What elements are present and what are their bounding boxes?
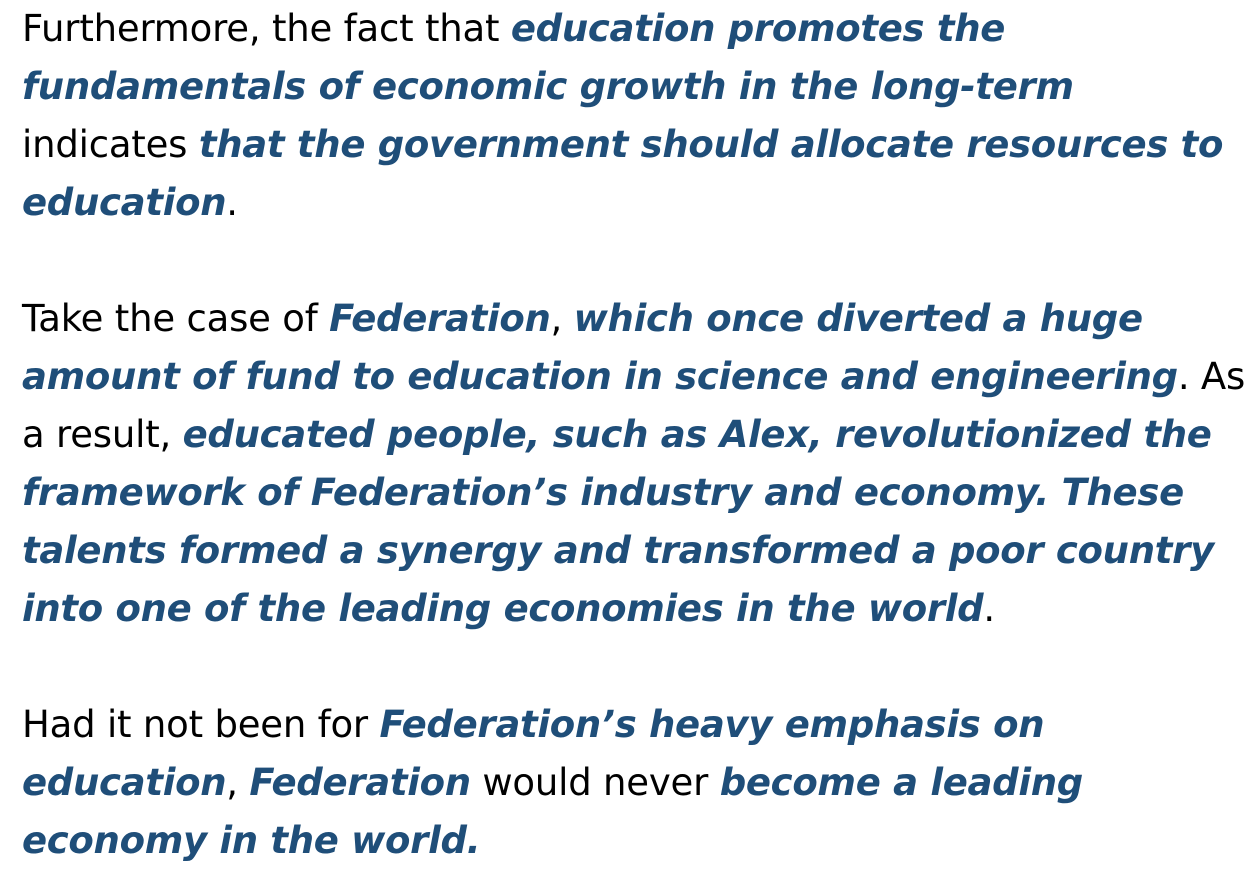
paragraph-1-segment-4: that the government should allocate reso… bbox=[22, 123, 1224, 224]
paragraph-1-segment-5: . bbox=[226, 181, 238, 224]
paragraph-2-segment-2: Federation bbox=[329, 297, 551, 340]
paragraph-1-segment-3: indicates bbox=[22, 123, 199, 166]
paragraph-2-segment-5: . As a result, bbox=[22, 355, 1246, 456]
paragraph-2-segment-6: educated people, such as Alex, revolutio… bbox=[22, 413, 1214, 630]
paragraph-1-segment-1: Furthermore, the fact that bbox=[22, 7, 511, 50]
paragraph-2-segment-7: . bbox=[983, 587, 995, 630]
paragraph-3: Had it not been for Federation’s heavy e… bbox=[22, 696, 1249, 870]
paragraph-1-segment-2: education promotes the fundamentals of e… bbox=[22, 7, 1074, 108]
paragraph-3-segment-2: Federation’s heavy emphasis on education bbox=[22, 703, 1045, 804]
paragraph-3-segment-3: , bbox=[226, 761, 250, 804]
paragraph-1: Furthermore, the fact that education pro… bbox=[22, 0, 1249, 232]
paragraph-2-segment-1: Take the case of bbox=[22, 297, 330, 340]
paragraph-3-segment-1: Had it not been for bbox=[22, 703, 380, 746]
paragraph-2: Take the case of Federation, which once … bbox=[22, 290, 1249, 638]
paragraph-2-segment-4: which once diverted a huge amount of fun… bbox=[22, 297, 1178, 398]
paragraph-2-segment-3: , bbox=[550, 297, 574, 340]
document-page: Furthermore, the fact that education pro… bbox=[22, 0, 1249, 862]
paragraph-3-segment-4: Federation bbox=[249, 761, 471, 804]
paragraph-3-segment-5: would never bbox=[470, 761, 720, 804]
